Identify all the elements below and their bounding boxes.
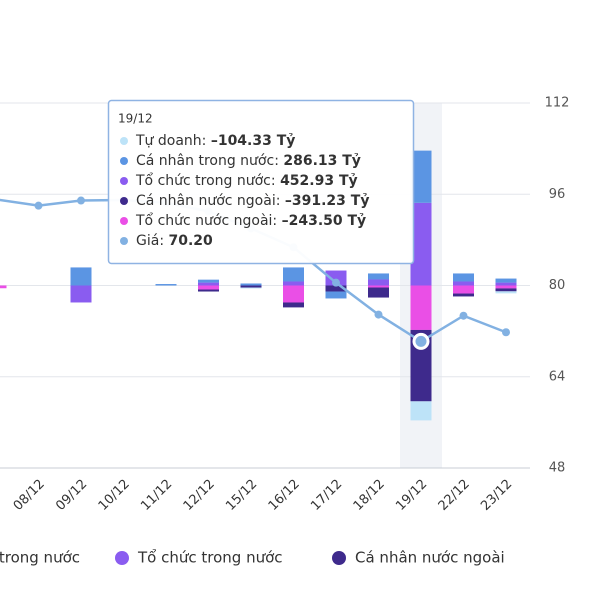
- bar-segment: [368, 279, 389, 286]
- price-point: [332, 278, 340, 287]
- x-tick-label: 18/12: [351, 477, 388, 514]
- x-tick-label: 16/12: [266, 477, 303, 514]
- legend-label: Cá nhân trong nước: [0, 549, 80, 567]
- bar-segment: [240, 283, 262, 286]
- tooltip-value: 70.20: [169, 233, 214, 249]
- bar-segment: [368, 287, 389, 298]
- bar-segment: [198, 285, 219, 290]
- bar-segment: [155, 284, 177, 286]
- bar-segment: [453, 273, 474, 282]
- tooltip-box: [107, 99, 415, 265]
- tooltip-sep: :: [272, 213, 281, 229]
- x-tick-label: 12/12: [181, 477, 218, 514]
- tooltip-row: Cá nhân trong nước: 286.13 Tỷ: [136, 153, 361, 169]
- tooltip: 19/12 Tự doanh: –104.33 Tỷ Cá nhân trong n…: [107, 99, 415, 265]
- price-point-hover: [412, 332, 430, 350]
- bar-segment: [325, 270, 347, 286]
- price-point: [374, 310, 383, 319]
- tooltip-row: Tổ chức nước ngoài: –243.50 Tỷ: [135, 212, 366, 229]
- tooltip-marker: [120, 177, 128, 185]
- x-tick-label: 22/12: [436, 477, 473, 514]
- bar-segment: [70, 267, 92, 286]
- legend-label: Tổ chức trong nước: [137, 549, 283, 567]
- price-point: [502, 328, 510, 337]
- bar-segment: [410, 150, 432, 203]
- tooltip-row: Tổ chức trong nước: 452.93 Tỷ: [135, 172, 358, 189]
- tooltip-name: Cá nhân nước ngoài: [136, 193, 276, 209]
- y2-tick-label: 96: [549, 187, 566, 202]
- bar-segment: [198, 279, 219, 283]
- x-tick-label: 08/12: [11, 477, 48, 514]
- bar-segment: [198, 289, 219, 292]
- legend-marker: [332, 551, 346, 565]
- y2-tick-label: 112: [545, 96, 570, 111]
- legend-marker: [115, 551, 129, 565]
- tooltip-sep: :: [159, 233, 168, 249]
- tooltip-name: Cá nhân trong nước: [136, 153, 274, 169]
- bar-segment: [368, 273, 389, 280]
- tooltip-name: Tổ chức nước ngoài: [135, 212, 272, 229]
- tooltip-row: Tự doanh: –104.33 Tỷ: [135, 133, 295, 149]
- bar-segment: [453, 293, 474, 297]
- price-point: [34, 201, 43, 210]
- bar-segment: [495, 285, 517, 289]
- bar-segment: [495, 278, 517, 283]
- bar-segment: [495, 291, 517, 294]
- price-point: [459, 311, 468, 320]
- tooltip-value: –104.33 Tỷ: [211, 133, 296, 149]
- tooltip-sep: :: [276, 193, 285, 209]
- tooltip-name: Giá: [136, 233, 159, 249]
- tooltip-title: 19/12: [118, 112, 153, 126]
- tooltip-row: Cá nhân nước ngoài: –391.23 Tỷ: [136, 193, 369, 209]
- bar-segment: [453, 285, 474, 294]
- tooltip-value: –391.23 Tỷ: [285, 193, 370, 209]
- price-point: [77, 196, 85, 205]
- bar-segment: [495, 288, 517, 292]
- x-tick-label: 10/12: [96, 477, 133, 514]
- y2-tick-label: 64: [549, 369, 566, 384]
- tooltip-value: 286.13 Tỷ: [283, 153, 361, 169]
- bar-segment: [368, 285, 389, 288]
- bar-segment: [198, 282, 219, 286]
- bar-segment: [283, 281, 304, 286]
- bar-segment: [410, 401, 432, 421]
- legend-label: Cá nhân nước ngoài: [355, 549, 505, 567]
- bar-segment: [70, 285, 92, 303]
- tooltip-name: Tổ chức trong nước: [135, 172, 271, 189]
- bar-segment: [0, 285, 7, 289]
- tooltip-marker: [120, 217, 128, 225]
- bar-segment: [240, 285, 262, 288]
- bar-segment: [325, 285, 347, 292]
- bar-segment: [283, 267, 304, 282]
- tooltip-marker: [120, 197, 128, 205]
- tooltip-value: 452.93 Tỷ: [280, 173, 358, 189]
- y2-tick-label: 80: [549, 278, 566, 293]
- tooltip-marker: [120, 137, 128, 145]
- bar-segment: [325, 291, 347, 299]
- x-tick-label: 11/12: [138, 477, 175, 514]
- y2-tick-label: 48: [549, 461, 566, 476]
- x-tick-label: 19/12: [393, 477, 430, 514]
- bar-segment: [410, 285, 432, 330]
- tooltip-sep: :: [202, 133, 211, 149]
- tooltip-value: –243.50 Tỷ: [282, 213, 367, 229]
- tooltip-sep: :: [271, 173, 280, 189]
- tooltip-sep: :: [274, 153, 283, 169]
- tooltip-row: Giá: 70.20: [136, 233, 213, 249]
- bar-segment: [283, 302, 304, 308]
- x-tick-label: 23/12: [478, 477, 515, 514]
- bar-segment: [453, 281, 474, 286]
- bar-segment: [240, 287, 262, 289]
- bar-segment: [495, 282, 517, 286]
- tooltip-name: Tự doanh: [135, 133, 202, 149]
- bar-segment: [410, 202, 432, 286]
- tooltip-marker: [120, 237, 128, 245]
- x-tick-label: 17/12: [308, 477, 345, 514]
- tooltip-marker: [120, 157, 128, 165]
- bar-segment: [283, 285, 304, 303]
- x-tick-label: 15/12: [223, 477, 260, 514]
- x-tick-label: 09/12: [53, 477, 90, 514]
